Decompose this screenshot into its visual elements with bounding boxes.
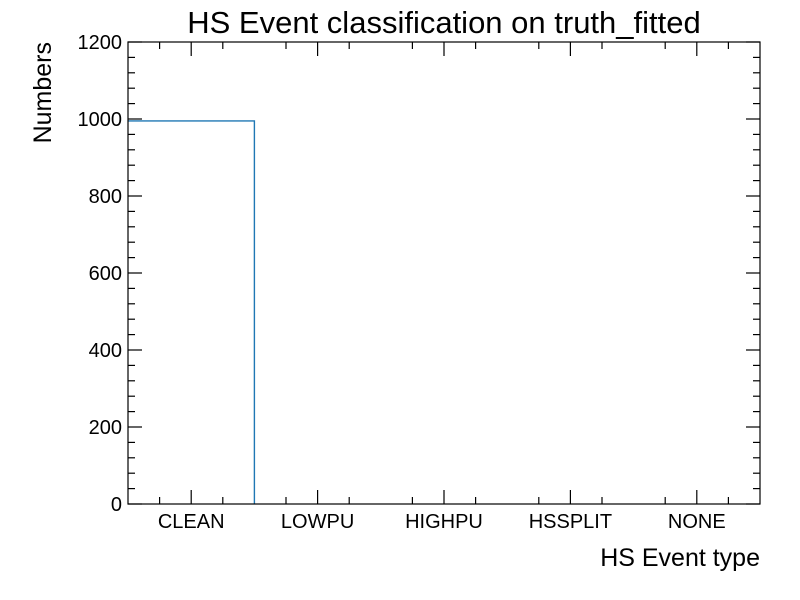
y-axis-label: Numbers [29,42,57,143]
y-tick-label: 200 [89,417,122,439]
y-tick-label: 400 [89,340,122,362]
y-tick-label: 800 [89,186,122,208]
y-tick-label: 0 [111,494,122,516]
histogram-marks [128,120,256,504]
x-tick-label-none: NONE [668,511,726,533]
x-tick-label-hssplit: HSSPLIT [529,511,612,533]
x-tick-label-highpu: HIGHPU [405,511,483,533]
axis-tick-labels: 0 200 400 600 800 1000 1200 CLEAN LOWPU HIGHPU HSS… [78,32,726,533]
histogram-bin-clean [128,120,256,504]
plot-frame [127,41,761,505]
axis-ticks [128,41,760,505]
y-tick-label: 1200 [78,32,123,54]
x-axis-label: HS Event type [600,544,760,572]
chart-title: HS Event classification on truth_fitted [187,5,700,40]
y-tick-label: 600 [89,263,122,285]
y-tick-label: 1000 [78,109,123,131]
x-tick-label-clean: CLEAN [158,511,225,533]
x-tick-label-lowpu: LOWPU [281,511,354,533]
